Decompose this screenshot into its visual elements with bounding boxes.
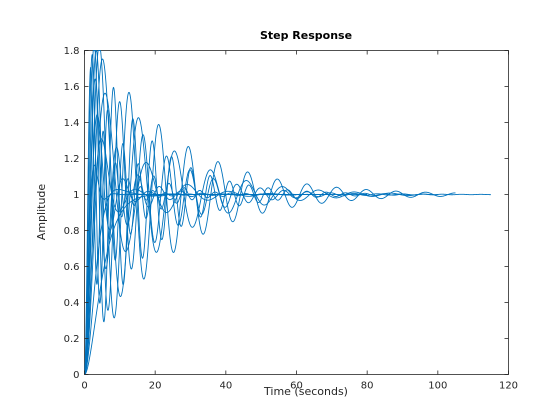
y-tick-label: 1.4 — [64, 118, 80, 129]
x-tick-label: 60 — [290, 381, 303, 392]
y-axis-label: Amplitude — [35, 184, 48, 241]
x-tick-label: 80 — [361, 381, 374, 392]
y-tick-label: 1.2 — [64, 154, 80, 165]
x-axis-ticks: 0 20 40 60 80 100 120 — [81, 50, 518, 392]
y-tick-label: 0.6 — [64, 262, 80, 273]
axes-box — [84, 50, 509, 375]
x-tick-label: 0 — [81, 381, 87, 392]
y-tick-label: 1 — [73, 190, 79, 201]
y-tick-label: 0.8 — [64, 226, 80, 237]
y-tick-label: 0.2 — [64, 334, 80, 345]
y-axis-ticks: 0 0.2 0.4 0.6 0.8 1 1.2 1.4 1.6 1.8 — [64, 46, 509, 381]
response-line — [84, 78, 315, 375]
response-line — [84, 50, 439, 375]
response-lines — [84, 50, 491, 375]
x-tick-label: 40 — [219, 381, 232, 392]
y-tick-label: 1.6 — [64, 82, 80, 93]
y-tick-label: 0.4 — [64, 298, 80, 309]
chart-title: Step Response — [260, 29, 352, 42]
x-axis-label: Time (seconds) — [263, 385, 348, 398]
x-tick-label: 120 — [499, 381, 518, 392]
response-line — [84, 194, 244, 375]
plot-area — [84, 50, 509, 375]
y-tick-label: 0 — [73, 370, 79, 381]
x-tick-label: 100 — [428, 381, 447, 392]
y-tick-label: 1.8 — [64, 46, 80, 57]
x-tick-label: 20 — [149, 381, 162, 392]
